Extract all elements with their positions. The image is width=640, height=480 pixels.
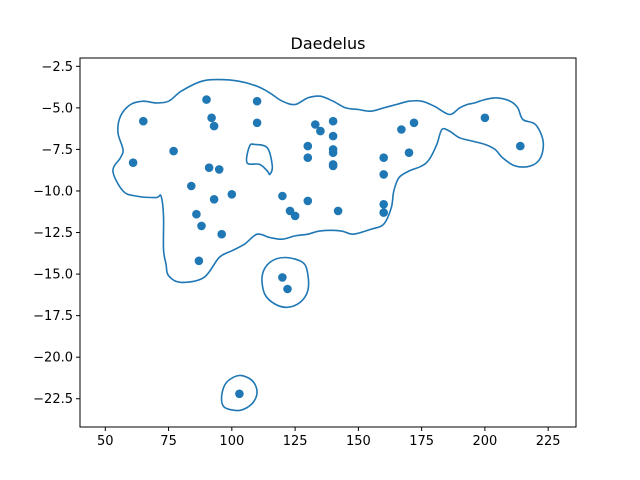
x-tick-label: 100 [219,434,244,449]
y-tick-label: −12.5 [33,226,73,241]
data-point [290,211,300,221]
y-tick-label: −5.0 [41,101,73,116]
data-point [252,96,262,106]
chart-title: Daedelus [291,34,366,53]
contour-line-2 [261,256,310,309]
plot-frame [79,57,577,428]
x-tick-label: 175 [409,434,434,449]
x-tick-label: 125 [283,434,308,449]
data-point [217,229,226,239]
data-point [379,200,389,209]
x-tick-label: 225 [536,434,561,449]
data-point [379,208,389,217]
data-point [278,273,287,282]
data-point [128,158,138,167]
data-point [283,284,292,294]
data-point [303,153,313,162]
contour-line-1 [245,143,274,176]
data-point [409,118,419,128]
data-point [311,120,320,129]
data-point [303,196,313,206]
data-point [209,195,219,204]
data-point [316,126,325,136]
data-point [194,256,204,266]
data-point [192,209,201,219]
x-axis: 50 75 100 125 150 175 200 225 [97,427,561,449]
contour-line-0 [112,78,545,284]
data-point [328,161,338,171]
y-tick-label: −7.5 [41,143,73,158]
data-point [187,181,196,191]
x-tick-label: 75 [160,434,177,449]
x-tick-label: 200 [472,434,497,449]
data-point [333,206,343,216]
contour-line-3 [220,374,258,412]
data-point [209,121,219,131]
data-point [207,113,216,123]
data-point [169,146,178,156]
data-point [516,141,525,151]
data-point [303,141,313,151]
data-point [227,190,237,199]
contour-group [112,78,545,412]
y-axis: −2.5 −5.0 −7.5 −10.0 −12.5 −15.0 −17.5 −20.0 −22… [33,60,80,407]
data-point [328,116,338,126]
x-tick-label: 150 [346,434,371,449]
data-point [278,191,287,201]
data-point [235,389,244,399]
data-point [204,163,214,172]
y-tick-label: −10.0 [33,184,73,199]
data-point [480,113,490,123]
x-tick-label: 50 [97,434,114,449]
data-point [328,131,338,141]
data-point [404,148,414,157]
y-tick-label: −22.5 [33,392,73,407]
data-point [252,118,262,128]
data-point [214,165,224,174]
points-group [128,95,525,399]
data-point [202,95,211,104]
y-tick-label: −17.5 [33,309,73,324]
y-tick-label: −20.0 [33,351,73,366]
data-point [139,116,148,126]
data-point [379,170,389,179]
y-tick-label: −2.5 [41,60,73,75]
data-point [197,221,206,231]
data-point [328,148,338,157]
y-tick-label: −15.0 [33,268,73,283]
data-point [379,153,389,162]
data-point [397,125,406,134]
